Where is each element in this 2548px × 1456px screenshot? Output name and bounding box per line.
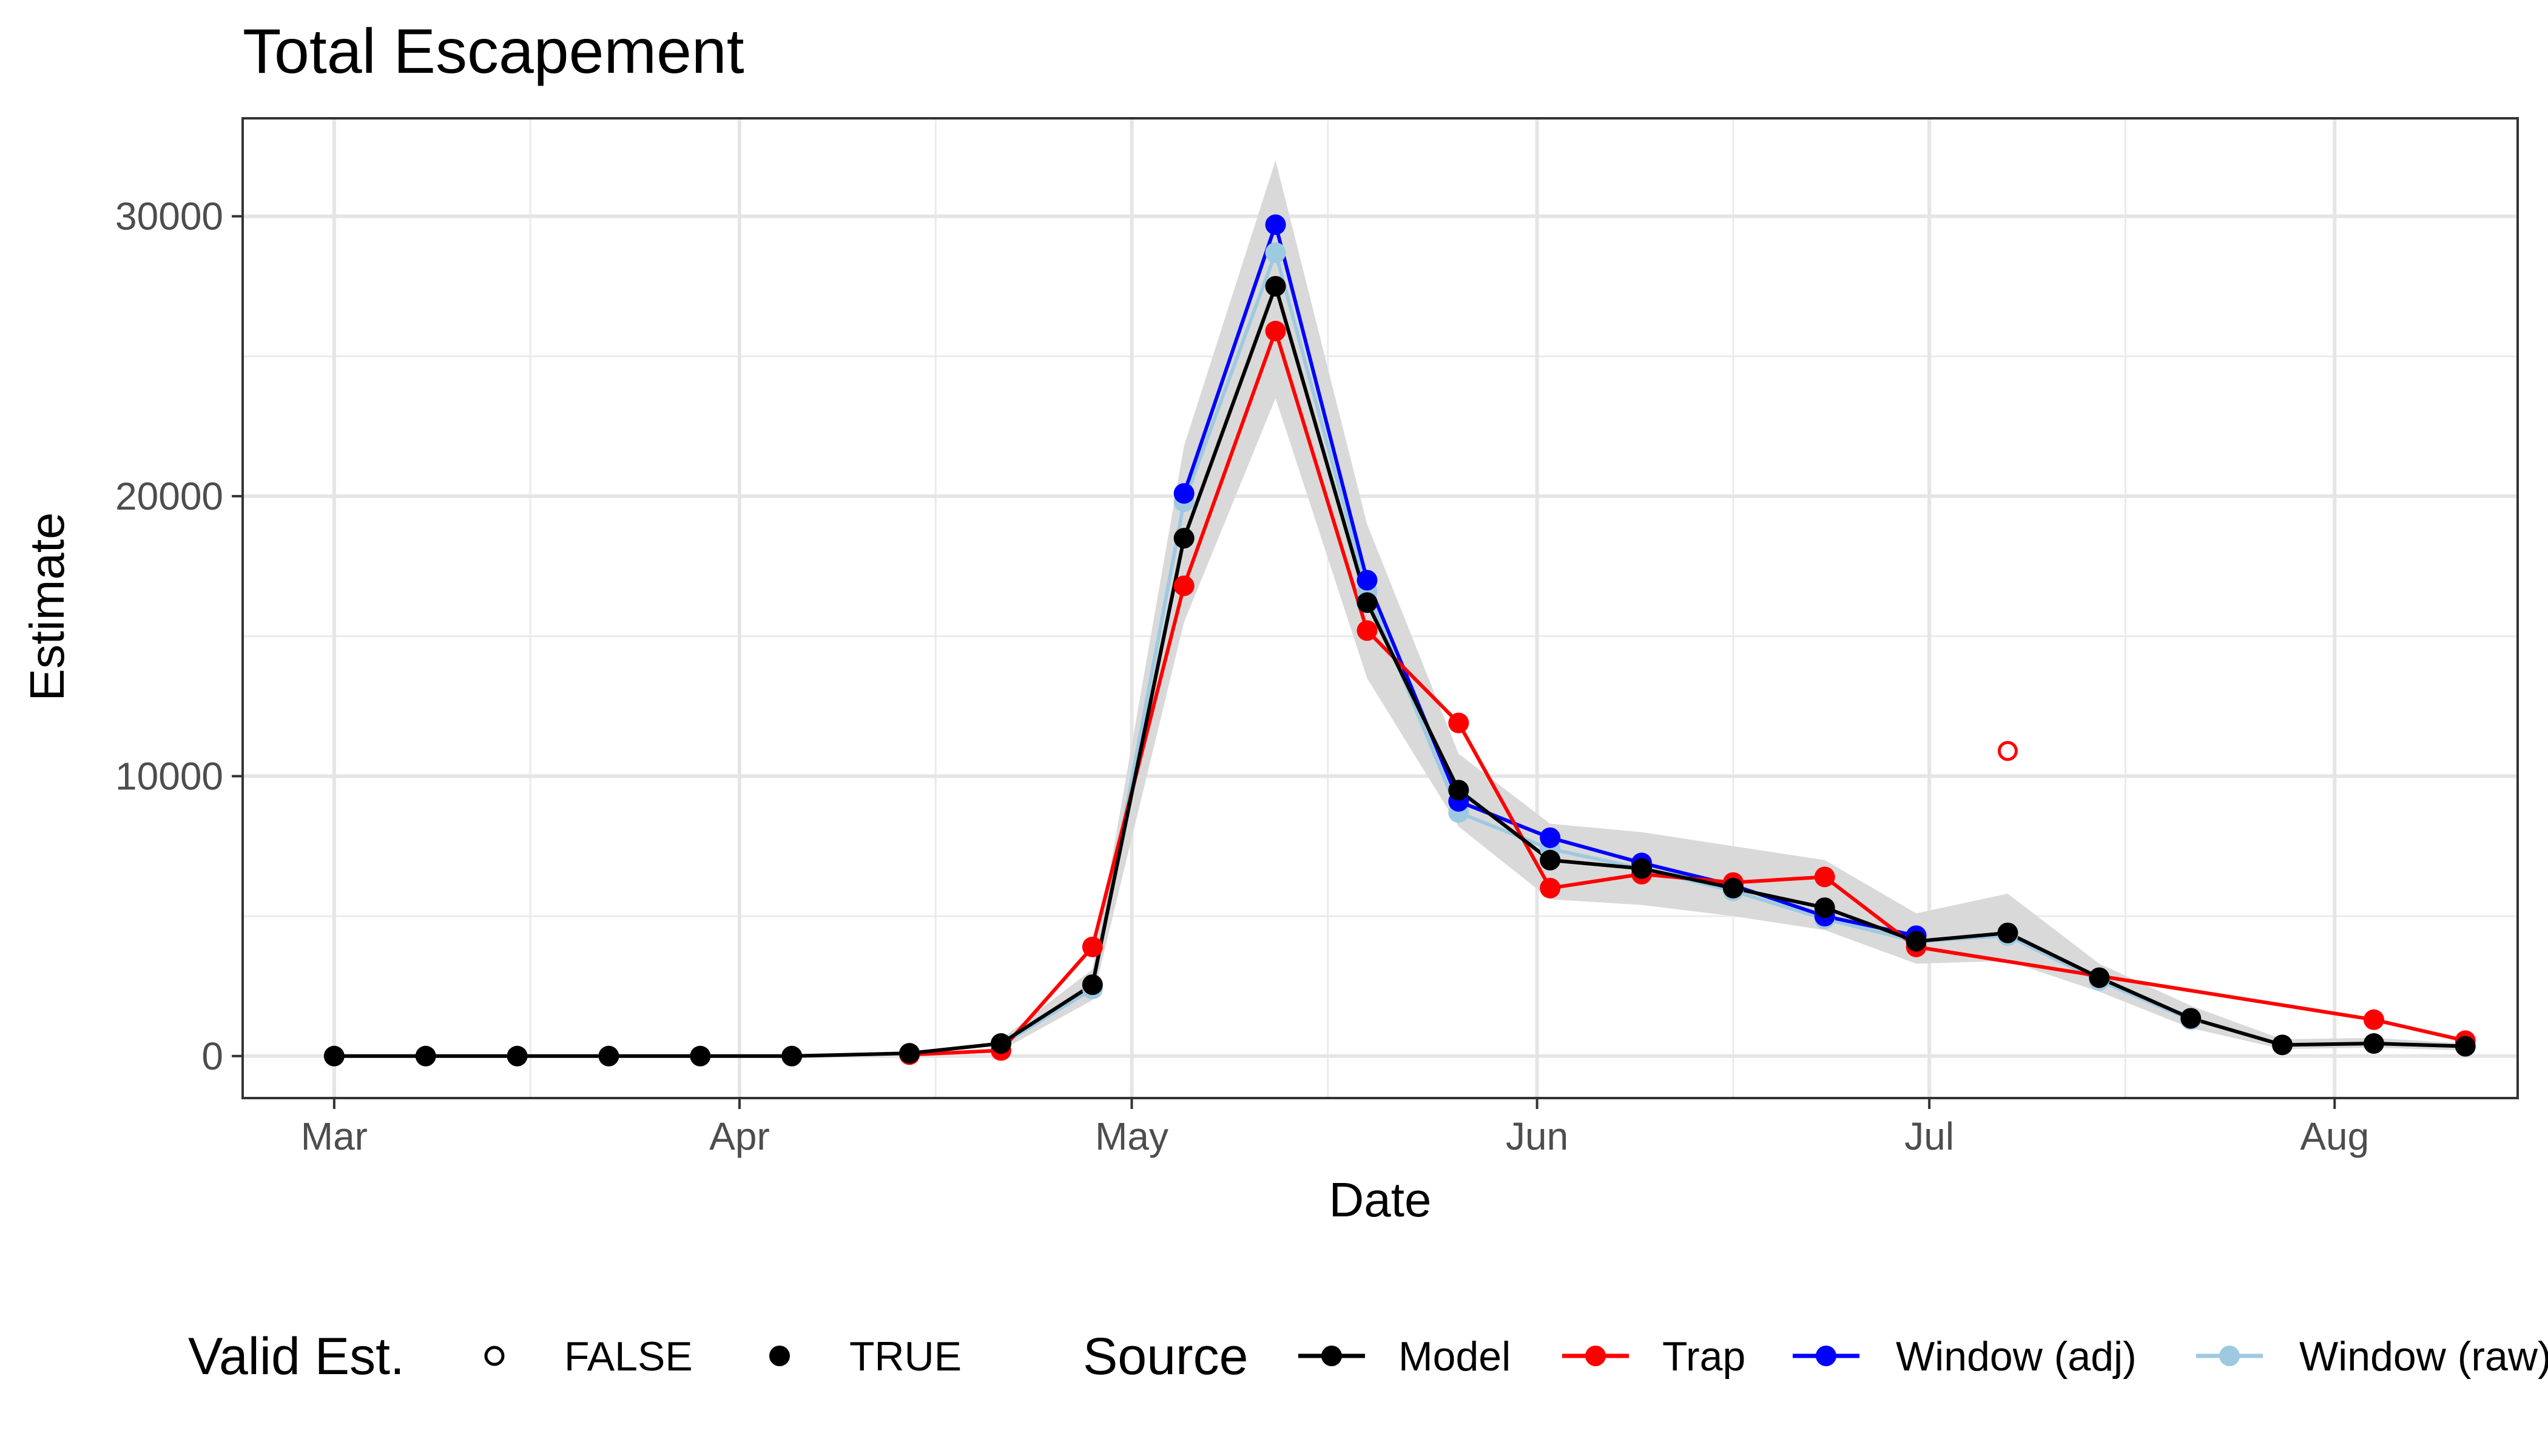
legend-key-point-window-raw xyxy=(2219,1346,2240,1366)
legend-label-true: TRUE xyxy=(849,1333,962,1380)
data-point-model xyxy=(323,1045,345,1067)
x-tick-label: Apr xyxy=(709,1114,770,1158)
data-point-model xyxy=(1082,974,1103,996)
series-line-window-raw xyxy=(1000,251,2192,1046)
data-point-trap xyxy=(1540,877,1561,898)
data-point-model xyxy=(1357,592,1378,613)
data-point-model xyxy=(1997,922,2018,943)
legend-label-trap: Trap xyxy=(1662,1333,1745,1380)
data-point-model xyxy=(507,1045,528,1067)
data-point-trap xyxy=(1448,712,1469,733)
legend-label-model: Model xyxy=(1398,1333,1511,1380)
data-point-model xyxy=(781,1045,803,1067)
data-point-model xyxy=(2180,1008,2202,1029)
data-point-window-raw xyxy=(1265,242,1286,263)
data-point-model xyxy=(1265,275,1286,297)
data-point-window-adj xyxy=(1173,483,1195,504)
data-point-trap xyxy=(2363,1009,2384,1030)
data-point-trap xyxy=(1814,866,1835,888)
data-point-model xyxy=(415,1045,436,1067)
data-point-window-adj xyxy=(1265,214,1286,235)
legend-label-false: FALSE xyxy=(564,1333,693,1380)
series-line-model xyxy=(334,284,2465,1058)
legend-key-point-trap xyxy=(1585,1346,1606,1366)
chart-title: Total Escapement xyxy=(243,16,744,87)
x-tick-label: Mar xyxy=(301,1114,368,1158)
data-point-model xyxy=(2089,967,2110,988)
data-point-trap xyxy=(1997,741,2018,761)
data-point-window-adj xyxy=(1357,570,1378,591)
y-tick-label: 0 xyxy=(201,1034,223,1078)
data-point-model xyxy=(598,1045,619,1067)
legend-title-valid: Valid Est. xyxy=(188,1327,405,1386)
y-axis: 0 10000 20000 30000 xyxy=(115,195,243,1078)
plot-panel-border xyxy=(241,117,2519,1099)
x-tick-label: Jun xyxy=(1506,1114,1568,1158)
series-points xyxy=(323,214,2476,1067)
y-tick-label: 10000 xyxy=(115,754,223,798)
x-tick-label: May xyxy=(1095,1114,1168,1158)
legend-key-true xyxy=(769,1346,790,1366)
legend-label-window-raw: Window (raw) xyxy=(2299,1333,2548,1380)
data-point-model xyxy=(1814,897,1835,918)
data-point-model xyxy=(899,1043,920,1064)
data-point-trap xyxy=(1265,320,1286,342)
data-point-model xyxy=(690,1045,711,1067)
legend-label-window-adj: Window (adj) xyxy=(1896,1333,2137,1380)
data-point-model xyxy=(2272,1034,2293,1056)
legend-key-false xyxy=(484,1346,505,1366)
data-point-model xyxy=(991,1033,1011,1054)
y-tick-label: 30000 xyxy=(115,195,223,238)
y-tick-label: 20000 xyxy=(115,474,223,518)
legend-key-point-window-adj xyxy=(1816,1346,1836,1366)
x-tick-label: Jul xyxy=(1904,1114,1954,1158)
data-point-model xyxy=(1448,780,1469,801)
x-axis-title: Date xyxy=(1329,1173,1432,1227)
x-axis: Mar Apr May Jun Jul Aug xyxy=(301,1098,2369,1158)
legend: Valid Est. FALSE TRUE Source Model Trap Window… xyxy=(188,1327,2548,1386)
data-point-model xyxy=(1173,528,1195,549)
legend-key-point-model xyxy=(1321,1346,1342,1366)
y-axis-title: Estimate xyxy=(20,512,74,701)
data-point-model xyxy=(2455,1036,2476,1057)
data-point-model xyxy=(1631,858,1653,879)
data-point-trap xyxy=(1357,620,1378,641)
data-point-trap xyxy=(1082,936,1103,957)
data-point-model xyxy=(2363,1033,2384,1054)
data-point-model xyxy=(1906,931,1927,952)
x-tick-label: Aug xyxy=(2300,1114,2369,1158)
data-point-model xyxy=(1540,849,1561,871)
data-point-model xyxy=(1722,877,1744,898)
data-point-window-adj xyxy=(1540,827,1561,848)
data-point-trap xyxy=(1173,575,1195,596)
legend-title-source: Source xyxy=(1083,1327,1249,1386)
